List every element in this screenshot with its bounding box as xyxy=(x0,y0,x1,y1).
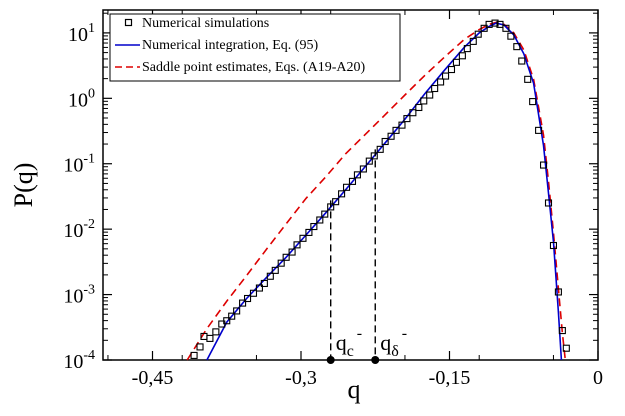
data-point-square xyxy=(431,84,439,93)
data-point-square xyxy=(392,126,400,134)
x-tick-label: -0,15 xyxy=(429,367,471,389)
data-point-square xyxy=(518,57,526,65)
data-point-square xyxy=(474,30,482,38)
data-point-square xyxy=(196,343,204,351)
data-point-square xyxy=(544,199,553,207)
data-point-square xyxy=(365,157,373,165)
data-point-square xyxy=(524,75,532,83)
data-point-square xyxy=(233,307,241,315)
y-tick-label: 10-1 xyxy=(63,152,95,177)
x-tick-label: 0 xyxy=(593,367,603,389)
legend-label-simulations: Numerical simulations xyxy=(142,16,269,31)
data-point-square xyxy=(562,344,570,352)
data-point-square xyxy=(539,161,548,169)
data-point-square xyxy=(469,37,477,45)
data-point-square xyxy=(507,32,515,40)
data-point-square xyxy=(513,43,521,51)
data-point-square xyxy=(249,289,258,297)
data-point-square xyxy=(437,78,445,86)
data-point-square xyxy=(370,152,378,160)
legend-marker-squares xyxy=(124,18,133,27)
data-point-square xyxy=(293,241,301,249)
x-tick-label: -0,45 xyxy=(132,367,174,389)
data-point-square xyxy=(266,272,274,280)
data-point-square xyxy=(190,351,198,359)
data-point-square xyxy=(321,210,329,218)
data-point-square xyxy=(255,284,263,292)
annotation-marker xyxy=(326,356,335,364)
annotation-qc: qc- xyxy=(336,325,362,360)
axis-ticks: -0,45 -0,3 -0,15 0 10-4 10-3 10-2 10-1 100 101 xyxy=(63,10,603,389)
data-point-square xyxy=(535,126,543,134)
data-point-square xyxy=(549,241,558,250)
data-point-square xyxy=(496,20,504,28)
data-point-square xyxy=(316,216,324,224)
plot-frame xyxy=(102,9,599,361)
data-point-square xyxy=(398,121,406,129)
data-point-square xyxy=(387,132,395,140)
data-point-square xyxy=(458,52,466,60)
data-point-square xyxy=(480,24,488,32)
y-tick-label: 100 xyxy=(68,86,95,111)
data-point-square xyxy=(348,177,357,185)
data-point-square xyxy=(415,103,423,112)
data-point-square xyxy=(409,109,417,117)
data-point-square xyxy=(271,266,279,274)
data-point-square xyxy=(305,228,313,236)
data-point-square xyxy=(463,45,471,53)
data-point-square xyxy=(342,183,351,191)
x-axis-title: q xyxy=(348,375,361,404)
data-point-square xyxy=(359,165,367,173)
data-point-square xyxy=(447,65,456,74)
y-tick-label: 10-3 xyxy=(63,283,95,308)
data-point-square xyxy=(223,317,231,325)
x-tick-label: -0,3 xyxy=(285,367,317,389)
data-point-square xyxy=(452,58,460,66)
data-point-square xyxy=(441,72,450,80)
annotation-qdelta: qδ- xyxy=(380,325,407,360)
data-point-square xyxy=(206,334,214,342)
legend-box xyxy=(109,13,401,82)
data-point-square xyxy=(243,294,252,303)
legend-label-saddle: Saddle point estimates, Eqs. (A19-A20) xyxy=(142,60,366,75)
data-point-square xyxy=(332,198,340,206)
data-point-square xyxy=(239,299,247,307)
data-point-square xyxy=(502,24,510,32)
data-point-square xyxy=(338,190,346,198)
data-point-square xyxy=(299,234,307,242)
data-point-square xyxy=(228,312,236,320)
y-axis-title: P(q) xyxy=(9,163,38,208)
data-point-square xyxy=(310,222,318,231)
legend-label-integration: Numerical integration, Eq. (95) xyxy=(142,38,318,53)
data-point-square xyxy=(558,327,566,335)
y-tick-label: 101 xyxy=(68,21,95,46)
data-point-square xyxy=(403,115,411,123)
y-tick-label: 10-2 xyxy=(63,217,95,242)
data-point-square xyxy=(212,328,220,336)
annotation-marker xyxy=(371,356,380,364)
data-point-square xyxy=(420,97,428,105)
data-point-square xyxy=(260,279,268,288)
data-point-square xyxy=(529,98,537,106)
data-point-square xyxy=(288,248,296,256)
series-saddle-line xyxy=(186,21,567,361)
data-point-square xyxy=(491,19,499,27)
data-point-square xyxy=(277,259,285,267)
data-point-square xyxy=(554,288,562,296)
annotations: qc-qδ- xyxy=(326,149,407,364)
data-point-square xyxy=(282,253,290,261)
data-point-square xyxy=(353,171,361,179)
data-point-square xyxy=(381,137,389,146)
y-tick-label: 10-4 xyxy=(63,348,95,373)
series-layer xyxy=(186,19,570,361)
data-point-square xyxy=(426,91,434,99)
legend: Numerical simulations Numerical integrat… xyxy=(109,13,401,82)
data-point-square xyxy=(376,145,384,153)
